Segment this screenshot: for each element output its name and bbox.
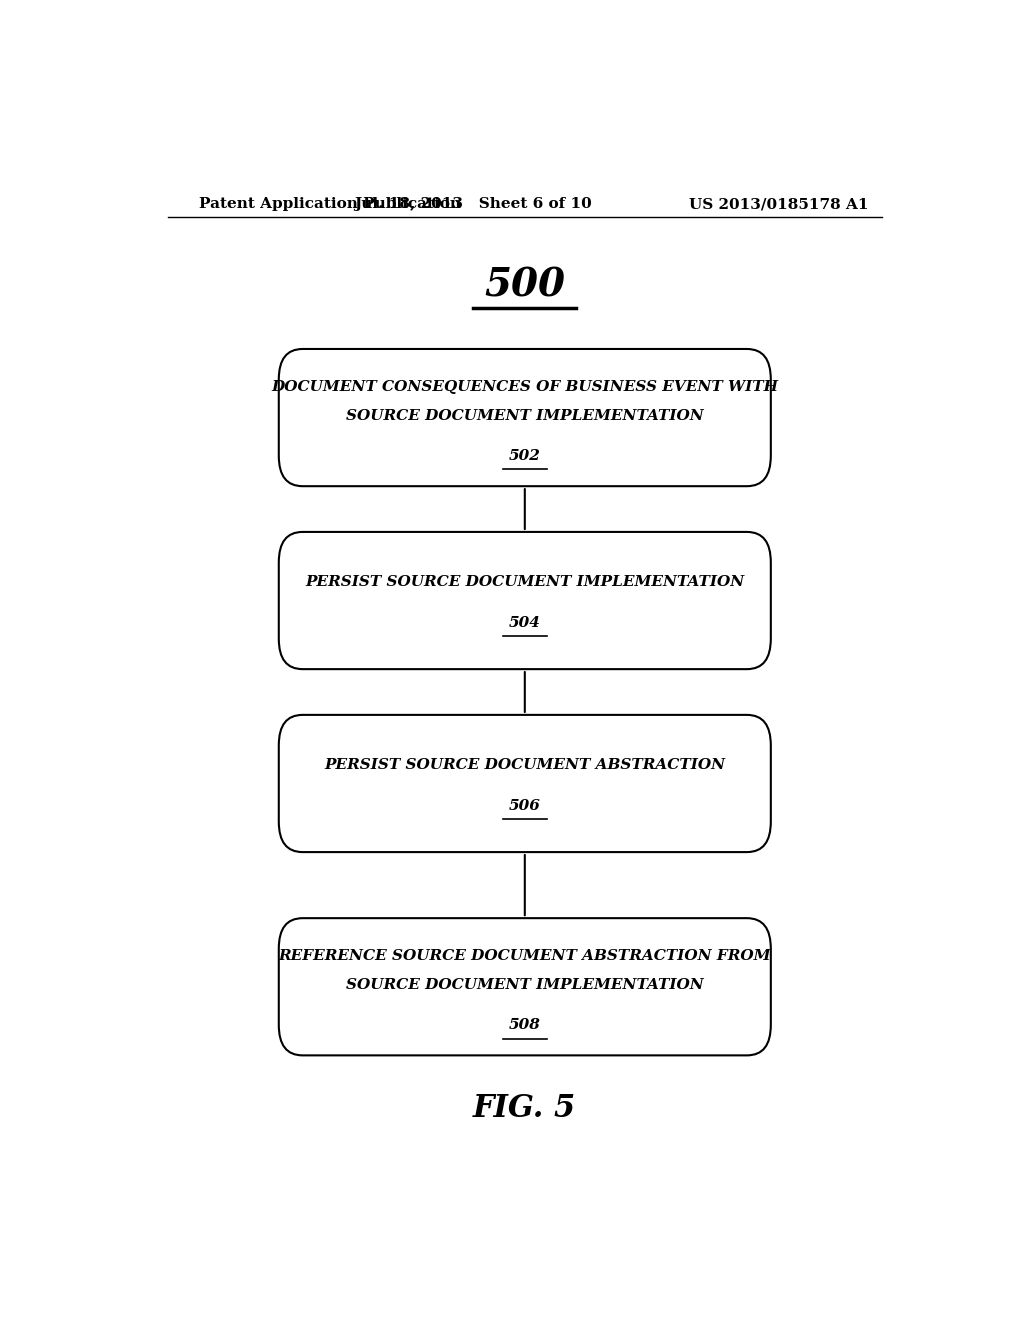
Text: Jul. 18, 2013   Sheet 6 of 10: Jul. 18, 2013 Sheet 6 of 10 xyxy=(354,197,592,211)
Text: 502: 502 xyxy=(509,449,541,463)
Text: 500: 500 xyxy=(484,267,565,305)
FancyBboxPatch shape xyxy=(279,532,771,669)
Text: 506: 506 xyxy=(509,799,541,813)
Text: PERSIST SOURCE DOCUMENT ABSTRACTION: PERSIST SOURCE DOCUMENT ABSTRACTION xyxy=(325,758,725,772)
Text: SOURCE DOCUMENT IMPLEMENTATION: SOURCE DOCUMENT IMPLEMENTATION xyxy=(346,978,703,991)
Text: Patent Application Publication: Patent Application Publication xyxy=(200,197,462,211)
Text: 504: 504 xyxy=(509,616,541,630)
Text: US 2013/0185178 A1: US 2013/0185178 A1 xyxy=(689,197,868,211)
Text: REFERENCE SOURCE DOCUMENT ABSTRACTION FROM: REFERENCE SOURCE DOCUMENT ABSTRACTION FR… xyxy=(279,949,771,964)
Text: FIG. 5: FIG. 5 xyxy=(473,1093,577,1125)
FancyBboxPatch shape xyxy=(279,715,771,853)
FancyBboxPatch shape xyxy=(279,919,771,1056)
Text: PERSIST SOURCE DOCUMENT IMPLEMENTATION: PERSIST SOURCE DOCUMENT IMPLEMENTATION xyxy=(305,576,744,589)
Text: DOCUMENT CONSEQUENCES OF BUSINESS EVENT WITH: DOCUMENT CONSEQUENCES OF BUSINESS EVENT … xyxy=(271,380,778,395)
Text: SOURCE DOCUMENT IMPLEMENTATION: SOURCE DOCUMENT IMPLEMENTATION xyxy=(346,409,703,422)
Text: 508: 508 xyxy=(509,1019,541,1032)
FancyBboxPatch shape xyxy=(279,348,771,486)
